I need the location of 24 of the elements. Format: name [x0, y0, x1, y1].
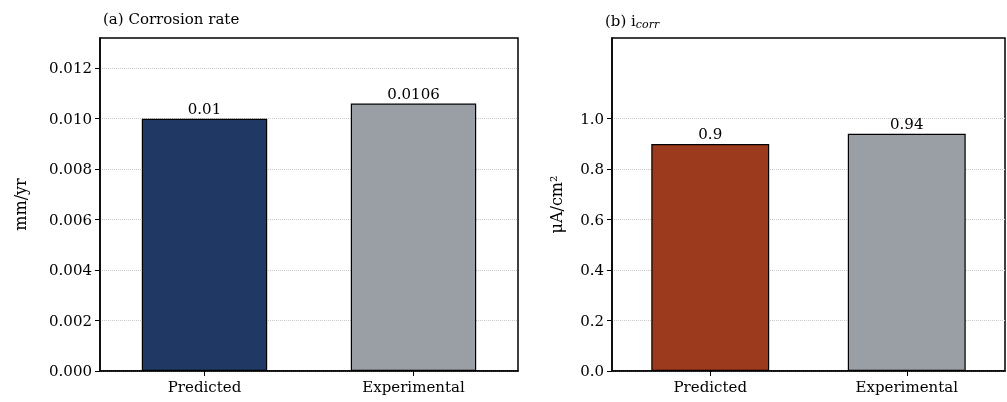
- y-tick-label: 0.012: [49, 59, 92, 78]
- x-tick-label: Experimental: [855, 377, 959, 396]
- data-label: 0.94: [890, 115, 924, 134]
- y-tick-label: 0.4: [580, 261, 604, 280]
- y-tick-label: 0.0: [580, 362, 604, 380]
- data-label: 0.0106: [387, 85, 440, 104]
- y-tick-label: 0.010: [49, 109, 92, 128]
- x-tick-label: Predicted: [673, 377, 748, 396]
- y-axis-title: μA/cm²: [546, 175, 566, 234]
- data-label: 0.01: [187, 100, 222, 119]
- y-tick-label: 0.002: [49, 311, 92, 330]
- y-tick-label: 0.008: [49, 160, 92, 179]
- y-tick-label: 0.004: [49, 261, 92, 280]
- chart-title: (a) Corrosion rate: [103, 9, 240, 28]
- data-label: 0.9: [698, 125, 723, 144]
- y-axis-title: mm/yr: [10, 177, 30, 231]
- y-tick-label: 1.0: [580, 109, 604, 128]
- y-tick-label: 0.6: [580, 210, 604, 229]
- x-tick-label: Predicted: [167, 377, 242, 396]
- x-tick-label: Experimental: [362, 377, 465, 396]
- y-tick-label: 0.000: [49, 362, 92, 380]
- y-tick-label: 0.006: [49, 210, 92, 229]
- y-tick-label: 0.8: [580, 160, 604, 179]
- y-tick-label: 0.2: [580, 311, 604, 330]
